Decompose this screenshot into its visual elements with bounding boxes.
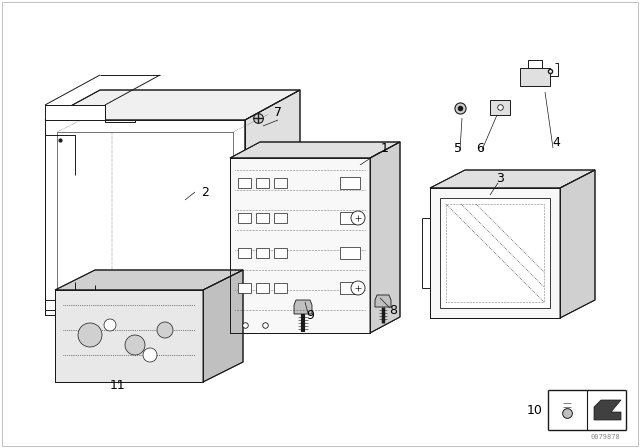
Polygon shape: [560, 170, 595, 318]
Polygon shape: [238, 283, 251, 293]
Polygon shape: [340, 247, 360, 259]
Circle shape: [157, 322, 173, 338]
Polygon shape: [274, 283, 287, 293]
Text: 2: 2: [201, 185, 209, 198]
Polygon shape: [230, 158, 370, 333]
Polygon shape: [520, 68, 550, 86]
Polygon shape: [238, 213, 251, 223]
Circle shape: [351, 211, 365, 225]
Circle shape: [78, 323, 102, 347]
Text: 3: 3: [496, 172, 504, 185]
Polygon shape: [45, 120, 245, 315]
Polygon shape: [370, 142, 400, 333]
Polygon shape: [490, 100, 510, 115]
Polygon shape: [375, 295, 391, 307]
Text: 5: 5: [454, 142, 462, 155]
Polygon shape: [340, 212, 360, 224]
Polygon shape: [203, 270, 243, 382]
Polygon shape: [340, 282, 360, 294]
Polygon shape: [294, 300, 312, 314]
Polygon shape: [274, 248, 287, 258]
Text: 4: 4: [552, 135, 560, 148]
Polygon shape: [440, 198, 550, 308]
Polygon shape: [55, 270, 243, 290]
Text: 1: 1: [381, 142, 389, 155]
Polygon shape: [256, 213, 269, 223]
Polygon shape: [274, 213, 287, 223]
Text: 8: 8: [389, 303, 397, 316]
Polygon shape: [256, 248, 269, 258]
Polygon shape: [45, 90, 300, 120]
Circle shape: [104, 319, 116, 331]
Polygon shape: [256, 283, 269, 293]
Polygon shape: [238, 178, 251, 188]
Polygon shape: [245, 90, 300, 315]
Text: 9: 9: [306, 309, 314, 322]
Text: 10: 10: [527, 404, 543, 417]
Text: 7: 7: [274, 105, 282, 119]
Circle shape: [351, 281, 365, 295]
Polygon shape: [238, 248, 251, 258]
Polygon shape: [45, 105, 135, 122]
Circle shape: [143, 348, 157, 362]
Text: 6: 6: [476, 142, 484, 155]
Polygon shape: [274, 178, 287, 188]
Polygon shape: [55, 290, 203, 382]
Polygon shape: [230, 142, 400, 158]
Polygon shape: [594, 400, 621, 420]
Circle shape: [125, 335, 145, 355]
Text: 11: 11: [110, 379, 126, 392]
Text: 0079878: 0079878: [590, 434, 620, 440]
Polygon shape: [430, 170, 595, 188]
Polygon shape: [256, 178, 269, 188]
Polygon shape: [430, 188, 560, 318]
Polygon shape: [340, 177, 360, 189]
